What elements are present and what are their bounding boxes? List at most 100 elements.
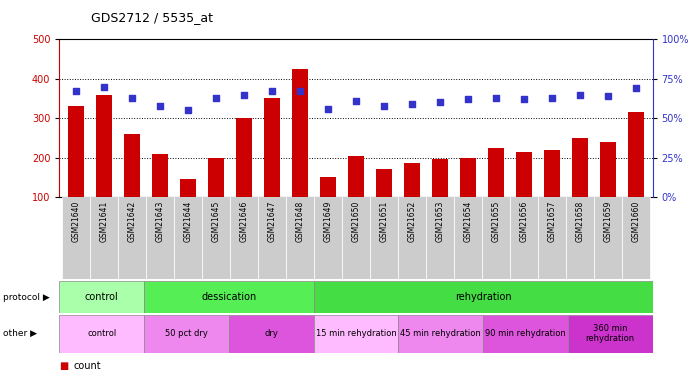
Text: control: control: [85, 292, 119, 302]
Text: GSM21646: GSM21646: [239, 201, 248, 242]
Bar: [600, 142, 616, 197]
Point: [239, 92, 250, 98]
Bar: [628, 112, 644, 197]
FancyBboxPatch shape: [568, 315, 653, 352]
Bar: [544, 150, 560, 197]
Bar: [237, 118, 252, 197]
Point: [630, 85, 641, 91]
FancyBboxPatch shape: [90, 197, 118, 279]
Point: [98, 84, 110, 90]
FancyBboxPatch shape: [398, 197, 426, 279]
Bar: [68, 106, 84, 197]
Text: GSM21640: GSM21640: [72, 201, 81, 242]
Text: count: count: [73, 361, 101, 370]
Text: GDS2712 / 5535_at: GDS2712 / 5535_at: [91, 11, 213, 24]
FancyBboxPatch shape: [59, 281, 144, 313]
Text: GSM21657: GSM21657: [547, 201, 556, 242]
Text: rehydration: rehydration: [455, 292, 512, 302]
Point: [322, 106, 334, 112]
FancyBboxPatch shape: [258, 197, 286, 279]
Bar: [517, 152, 532, 197]
Point: [267, 88, 278, 94]
FancyBboxPatch shape: [144, 315, 229, 352]
FancyBboxPatch shape: [454, 197, 482, 279]
Text: GSM21658: GSM21658: [575, 201, 584, 242]
FancyBboxPatch shape: [482, 197, 510, 279]
Point: [126, 94, 138, 100]
FancyBboxPatch shape: [62, 197, 90, 279]
Text: GSM21645: GSM21645: [211, 201, 221, 242]
Text: GSM21655: GSM21655: [491, 201, 500, 242]
Bar: [320, 177, 336, 197]
FancyBboxPatch shape: [229, 315, 313, 352]
Text: GSM21650: GSM21650: [352, 201, 360, 242]
Point: [602, 93, 614, 99]
Point: [154, 102, 165, 108]
Point: [70, 88, 82, 94]
Text: GSM21648: GSM21648: [295, 201, 304, 242]
FancyBboxPatch shape: [174, 197, 202, 279]
Text: 45 min rehydration: 45 min rehydration: [401, 329, 481, 338]
Text: control: control: [87, 329, 117, 338]
Point: [211, 94, 222, 100]
Text: protocol ▶: protocol ▶: [3, 292, 50, 302]
FancyBboxPatch shape: [144, 281, 313, 313]
Text: 50 pct dry: 50 pct dry: [165, 329, 208, 338]
Text: GSM21649: GSM21649: [323, 201, 332, 242]
Point: [378, 102, 389, 108]
FancyBboxPatch shape: [566, 197, 594, 279]
FancyBboxPatch shape: [538, 197, 566, 279]
FancyBboxPatch shape: [622, 197, 650, 279]
Point: [574, 92, 586, 98]
FancyBboxPatch shape: [399, 315, 483, 352]
Text: GSM21642: GSM21642: [128, 201, 137, 242]
Bar: [209, 158, 224, 197]
Text: 90 min rehydration: 90 min rehydration: [485, 329, 566, 338]
FancyBboxPatch shape: [118, 197, 146, 279]
FancyBboxPatch shape: [314, 197, 342, 279]
Bar: [124, 134, 140, 197]
FancyBboxPatch shape: [426, 197, 454, 279]
Text: 15 min rehydration: 15 min rehydration: [315, 329, 396, 338]
FancyBboxPatch shape: [59, 315, 144, 352]
Bar: [404, 164, 419, 197]
Bar: [376, 170, 392, 197]
Point: [406, 101, 417, 107]
Point: [434, 99, 445, 105]
Text: dry: dry: [265, 329, 279, 338]
Text: GSM21660: GSM21660: [631, 201, 640, 242]
Point: [547, 94, 558, 100]
Bar: [348, 156, 364, 197]
Bar: [488, 148, 503, 197]
Text: GSM21641: GSM21641: [100, 201, 109, 242]
Point: [295, 88, 306, 94]
Text: GSM21659: GSM21659: [603, 201, 612, 242]
Bar: [180, 179, 195, 197]
Bar: [265, 99, 280, 197]
Text: GSM21643: GSM21643: [156, 201, 165, 242]
FancyBboxPatch shape: [510, 197, 538, 279]
Bar: [572, 138, 588, 197]
FancyBboxPatch shape: [483, 315, 568, 352]
Text: GSM21653: GSM21653: [436, 201, 445, 242]
FancyBboxPatch shape: [342, 197, 370, 279]
Point: [350, 98, 362, 104]
Bar: [96, 94, 112, 197]
Text: GSM21644: GSM21644: [184, 201, 193, 242]
Bar: [292, 69, 308, 197]
Point: [519, 96, 530, 102]
Bar: [152, 154, 168, 197]
Text: ■: ■: [59, 361, 68, 370]
Point: [182, 107, 193, 113]
FancyBboxPatch shape: [286, 197, 314, 279]
Bar: [460, 158, 475, 197]
Text: GSM21654: GSM21654: [463, 201, 473, 242]
Text: GSM21656: GSM21656: [519, 201, 528, 242]
FancyBboxPatch shape: [313, 315, 399, 352]
FancyBboxPatch shape: [313, 281, 653, 313]
FancyBboxPatch shape: [594, 197, 622, 279]
Text: other ▶: other ▶: [3, 329, 38, 338]
Text: GSM21647: GSM21647: [267, 201, 276, 242]
Text: dessication: dessication: [201, 292, 256, 302]
FancyBboxPatch shape: [230, 197, 258, 279]
